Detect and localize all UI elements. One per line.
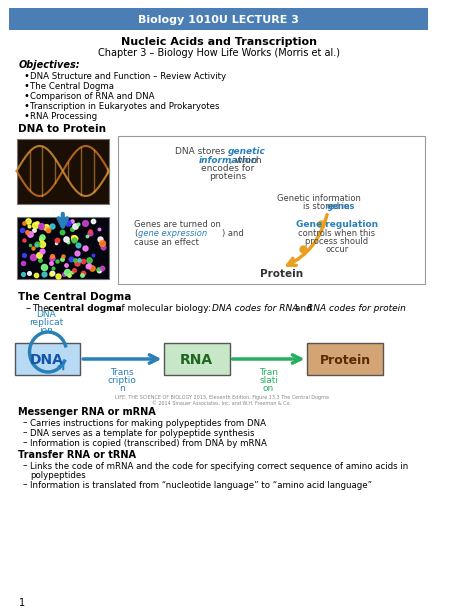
Text: •: • — [23, 81, 29, 91]
FancyBboxPatch shape — [15, 343, 80, 375]
Text: ion: ion — [39, 326, 53, 335]
Text: , which: , which — [195, 156, 261, 164]
Text: Transcription in Eukaryotes and Prokaryotes: Transcription in Eukaryotes and Prokaryo… — [30, 102, 220, 110]
Text: proteins: proteins — [210, 172, 246, 180]
Text: Genes are turned on: Genes are turned on — [134, 219, 221, 229]
Text: DNA Structure and Function – Review Activity: DNA Structure and Function – Review Acti… — [30, 72, 227, 80]
Text: LIFE: THE SCIENCE OF BIOLOGY 2013, Eleventh Edition, Figure 13.3 The Central Dog: LIFE: THE SCIENCE OF BIOLOGY 2013, Eleve… — [115, 395, 328, 400]
Text: genetic: genetic — [228, 147, 266, 156]
Text: Objectives:: Objectives: — [18, 60, 80, 70]
Text: The Central Dogma: The Central Dogma — [18, 292, 132, 302]
FancyBboxPatch shape — [307, 343, 383, 375]
FancyBboxPatch shape — [17, 217, 109, 279]
Text: Trans: Trans — [110, 368, 134, 376]
Text: •: • — [23, 111, 29, 121]
Text: occur: occur — [325, 245, 348, 254]
Text: DNA codes for RNA: DNA codes for RNA — [212, 303, 299, 313]
Text: –: – — [22, 419, 27, 427]
Text: –: – — [22, 481, 27, 490]
Text: The: The — [32, 303, 52, 313]
Text: central dogma: central dogma — [48, 303, 122, 313]
Text: The Central Dogma: The Central Dogma — [30, 82, 114, 91]
Text: DNA stores: DNA stores — [175, 147, 228, 156]
Text: replicat: replicat — [29, 318, 63, 327]
Text: on: on — [263, 384, 274, 392]
Text: and: and — [292, 303, 314, 313]
Text: (: ( — [134, 229, 137, 237]
Text: criptio: criptio — [108, 376, 137, 384]
FancyBboxPatch shape — [9, 8, 428, 30]
Text: •: • — [23, 71, 29, 81]
Text: Information is copied (transcribed) from DNA by mRNA: Information is copied (transcribed) from… — [30, 438, 267, 447]
Text: Chapter 3 – Biology How Life Works (Morris et al.): Chapter 3 – Biology How Life Works (Morr… — [98, 48, 340, 58]
Text: –: – — [22, 428, 27, 438]
Text: RNA Processing: RNA Processing — [30, 112, 98, 121]
Text: –: – — [26, 303, 31, 313]
Text: process should: process should — [305, 237, 368, 245]
Text: of molecular biology:: of molecular biology: — [113, 303, 213, 313]
Text: Messenger RNA or mRNA: Messenger RNA or mRNA — [18, 407, 156, 417]
Text: Links the code of mRNA and the code for specifying correct sequence of amino aci: Links the code of mRNA and the code for … — [30, 462, 409, 471]
Text: Protein: Protein — [260, 269, 303, 279]
Text: controls when this: controls when this — [298, 229, 375, 237]
Text: Genetic information: Genetic information — [276, 194, 360, 202]
Text: information: information — [198, 156, 258, 164]
FancyBboxPatch shape — [118, 136, 425, 284]
Text: –: – — [22, 438, 27, 447]
Text: RNA codes for protein: RNA codes for protein — [307, 303, 406, 313]
Text: Comparison of RNA and DNA: Comparison of RNA and DNA — [30, 91, 155, 101]
Text: DNA serves as a template for polypeptide synthesis: DNA serves as a template for polypeptide… — [30, 428, 255, 438]
Text: •: • — [23, 101, 29, 111]
Text: cause an effect: cause an effect — [134, 237, 199, 246]
Text: slati: slati — [259, 376, 278, 384]
Text: Gene regulation: Gene regulation — [296, 219, 378, 229]
Text: Biology 1010U LECTURE 3: Biology 1010U LECTURE 3 — [138, 15, 299, 25]
Text: Information is translated from “nucleotide language” to “amino acid language”: Information is translated from “nucleoti… — [30, 481, 373, 490]
Text: ) and: ) and — [221, 229, 243, 237]
Text: © 2014 Sinauer Associates, Inc. and W.H. Freeman & Co.: © 2014 Sinauer Associates, Inc. and W.H.… — [152, 400, 291, 406]
Text: polypeptides: polypeptides — [30, 471, 86, 479]
Text: is stored in: is stored in — [303, 202, 352, 210]
Text: encodes for: encodes for — [201, 164, 255, 172]
FancyBboxPatch shape — [17, 139, 109, 204]
FancyBboxPatch shape — [164, 343, 230, 375]
Text: Nucleic Acids and Transcription: Nucleic Acids and Transcription — [121, 37, 317, 47]
Text: 1: 1 — [18, 598, 25, 608]
Text: Carries instructions for making polypeptides from DNA: Carries instructions for making polypept… — [30, 419, 266, 427]
Text: DNA: DNA — [36, 310, 56, 319]
Text: RNA: RNA — [180, 353, 213, 367]
Text: genes: genes — [327, 202, 356, 210]
Text: DNA: DNA — [30, 353, 64, 367]
Text: –: – — [22, 462, 27, 471]
Text: Protein: Protein — [319, 354, 371, 367]
Text: gene expression: gene expression — [138, 229, 208, 237]
Text: Transfer RNA or tRNA: Transfer RNA or tRNA — [18, 450, 137, 460]
Text: DNA to Protein: DNA to Protein — [18, 124, 107, 134]
Text: n: n — [119, 384, 125, 392]
Text: Tran: Tran — [259, 368, 278, 376]
Text: •: • — [23, 91, 29, 101]
